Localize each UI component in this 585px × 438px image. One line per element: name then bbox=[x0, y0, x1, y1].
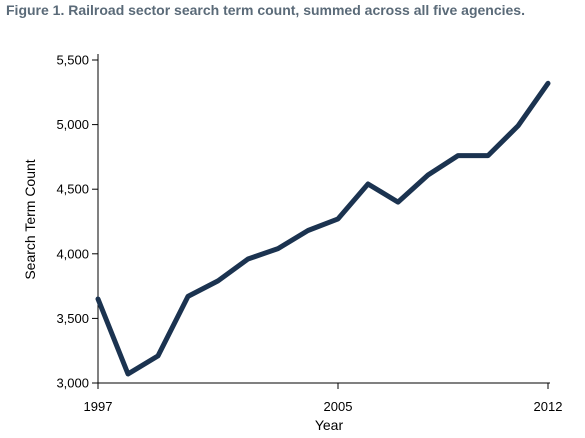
y-tick-label: 5,000 bbox=[56, 117, 89, 132]
y-tick-label: 5,500 bbox=[56, 53, 89, 68]
x-tick-label: 1997 bbox=[84, 399, 113, 414]
axes: 3,000 3,500 4,000 4,500 5,000 5,500 1997 2005 20… bbox=[22, 53, 562, 434]
y-tick-label: 4,000 bbox=[56, 246, 89, 261]
x-tick-label: 2012 bbox=[534, 399, 563, 414]
x-axis-title: Year bbox=[315, 417, 344, 433]
figure-title: Figure 1. Railroad sector search term co… bbox=[6, 2, 525, 18]
y-tick-label: 3,000 bbox=[56, 376, 89, 391]
x-tick-label: 2005 bbox=[324, 399, 353, 414]
y-axis-title: Search Term Count bbox=[22, 159, 38, 279]
y-tick-label: 4,500 bbox=[56, 182, 89, 197]
series-line bbox=[95, 80, 551, 377]
y-tick-label: 3,500 bbox=[56, 311, 89, 326]
series-layer bbox=[95, 80, 551, 377]
